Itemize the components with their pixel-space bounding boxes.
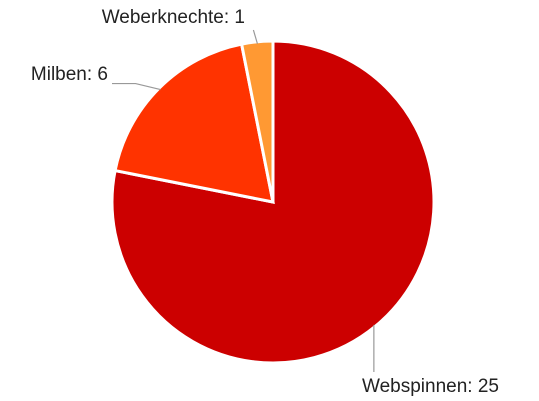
pie-slice (113, 42, 275, 204)
slice-label: Milben: 6 (31, 64, 108, 85)
leader-line (112, 82, 161, 91)
slice-label: Webspinnen: 25 (362, 376, 499, 397)
leader-line (252, 29, 258, 44)
slice-label: Weberknechte: 1 (102, 7, 245, 28)
